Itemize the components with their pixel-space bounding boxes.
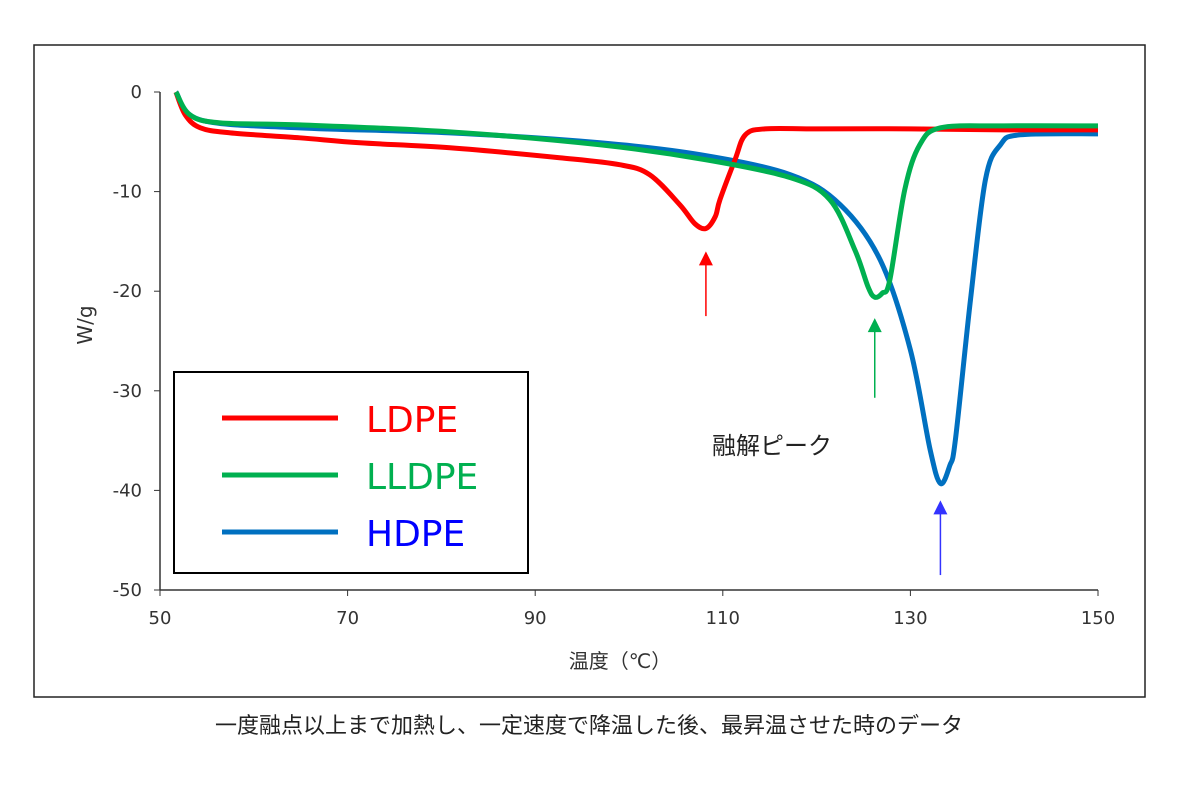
x-tick-label: 50 — [149, 608, 172, 629]
arrows-group — [698, 251, 948, 576]
x-axis-label: 温度（℃） — [569, 649, 671, 673]
legend-label-ldpe: LDPE — [366, 400, 458, 441]
series-group — [173, 90, 1099, 487]
peak-arrow-ldpe — [698, 251, 713, 317]
legend-label-lldpe: LLDPE — [366, 457, 478, 498]
x-tick-label: 90 — [524, 608, 547, 629]
series-line-ldpe — [173, 91, 1099, 232]
y-tick-label: -30 — [113, 381, 142, 402]
x-tick-label: 110 — [706, 608, 740, 629]
chart-frame — [33, 44, 1146, 698]
peak-arrow-hdpe — [933, 500, 948, 576]
y-tick-label: -40 — [113, 480, 142, 501]
peak-arrow-lldpe — [867, 318, 882, 398]
x-tick-label: 150 — [1081, 608, 1115, 629]
y-tick-label: -50 — [113, 580, 142, 601]
annotation-melting-peak: 融解ピーク — [712, 432, 832, 460]
legend: LDPE LLDPE HDPE — [173, 371, 529, 574]
y-tick-label: 0 — [131, 82, 142, 103]
caption: 一度融点以上まで加熱し、一定速度で降温した後、最昇温させた時のデータ — [214, 714, 963, 739]
y-tick-label: -20 — [113, 281, 142, 302]
axes: 0 -10 -20 -30 -40 -50 50 70 90 110 130 150 — [113, 82, 1116, 629]
x-tick-label: 70 — [336, 608, 359, 629]
x-tick-label: 130 — [893, 608, 927, 629]
y-tick-label: -10 — [113, 182, 142, 203]
series-line-lldpe — [173, 90, 1099, 300]
legend-label-hdpe: HDPE — [366, 514, 465, 555]
y-axis-label: W/g — [73, 305, 97, 344]
